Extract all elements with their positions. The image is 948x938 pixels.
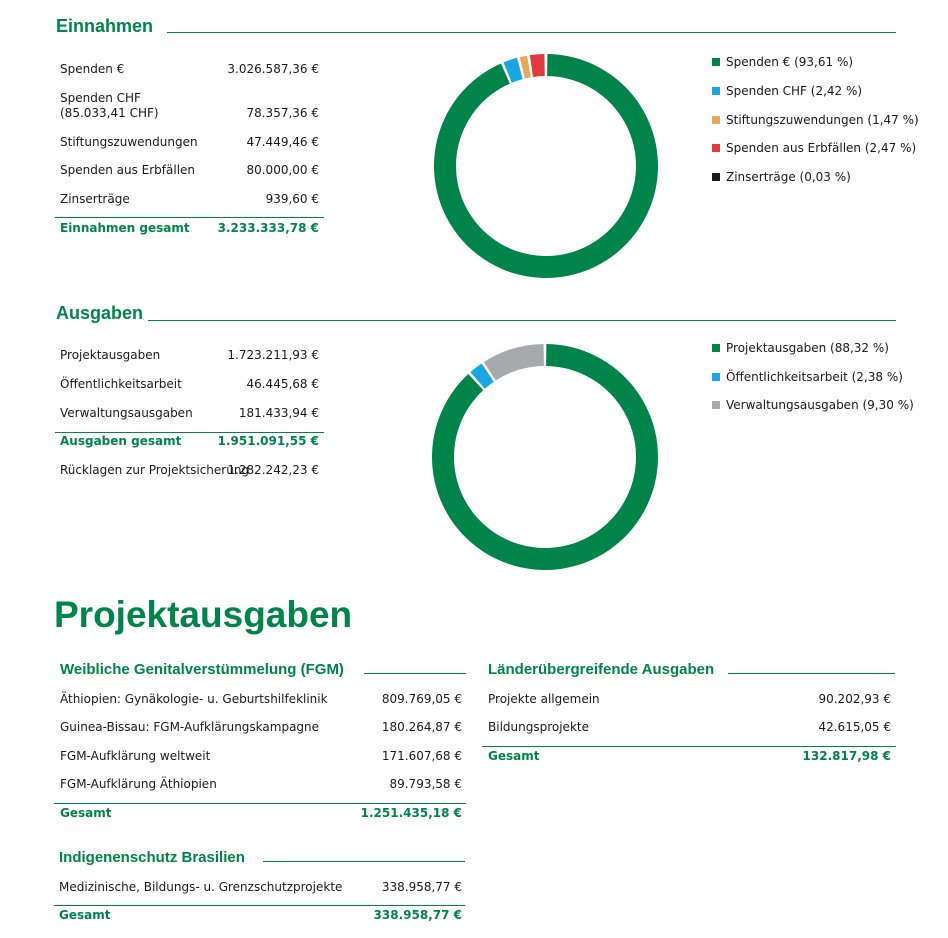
indigenous-total-value: 338.958,77 € xyxy=(373,908,462,922)
cross-section-title: Länderübergreifende Ausgaben xyxy=(488,661,715,678)
income-legend-item: Spenden aus Erbfällen (2,47 %) xyxy=(712,141,916,155)
income-row-value: 47.449,46 € xyxy=(246,135,319,149)
income-row-value: 80.000,00 € xyxy=(246,163,319,177)
expenses-legend-item: Projektausgaben (88,32 %) xyxy=(712,341,889,355)
legend-swatch xyxy=(712,344,720,352)
donut-slice-projektausgaben xyxy=(432,344,658,570)
fgm-title-rule xyxy=(364,673,466,674)
indigenous-row-value: 338.958,77 € xyxy=(381,880,462,894)
income-total-label: Einnahmen gesamt xyxy=(60,221,190,235)
legend-swatch xyxy=(712,144,720,152)
expenses-total-rule xyxy=(55,432,324,433)
indigenous-title-rule xyxy=(263,861,465,862)
fgm-row-value: 89.793,58 € xyxy=(389,777,462,791)
legend-label: Zinserträge (0,03 %) xyxy=(726,170,851,184)
indigenous-total-rule xyxy=(54,905,465,906)
donut-slice-stiftungszuwendungen xyxy=(519,55,531,79)
fgm-total-value: 1.251.435,18 € xyxy=(360,806,462,820)
expenses-section-title: Ausgaben xyxy=(56,303,144,323)
legend-label: Spenden aus Erbfällen (2,47 %) xyxy=(726,141,917,155)
legend-swatch xyxy=(712,58,720,66)
cross-row-value: 90.202,93 € xyxy=(818,692,891,706)
income-row-label-sub: (85.033,41 CHF) xyxy=(60,106,159,120)
legend-swatch xyxy=(712,173,720,181)
fgm-row-value: 809.769,05 € xyxy=(381,692,462,706)
cross-row-value: 42.615,05 € xyxy=(818,720,891,734)
projects-title: Projektausgaben xyxy=(54,594,353,635)
legend-swatch xyxy=(712,87,720,95)
fgm-row-label: Guinea-Bissau: FGM-Aufklärungskampagne xyxy=(60,720,320,734)
expenses-total-label: Ausgaben gesamt xyxy=(60,434,182,448)
cross-total-label: Gesamt xyxy=(488,749,540,763)
fgm-row-label: FGM-Aufklärung weltweit xyxy=(60,749,211,763)
income-row-value: 3.026.587,36 € xyxy=(227,62,319,76)
income-section-title: Einnahmen xyxy=(56,16,154,36)
donut-slice-verwaltungsausgaben xyxy=(483,344,544,381)
expenses-row-label: Projektausgaben xyxy=(60,348,161,362)
income-legend-item: Stiftungszuwendungen (1,47 %) xyxy=(712,113,919,127)
reserves-label: Rücklagen zur Projektsicherung xyxy=(60,463,250,477)
legend-label: Spenden CHF (2,42 %) xyxy=(726,84,863,98)
expenses-row-label: Öffentlichkeitsarbeit xyxy=(60,377,182,391)
cross-row-label: Projekte allgemein xyxy=(488,692,600,706)
income-title-rule xyxy=(167,32,896,33)
income-total-value: 3.233.333,78 € xyxy=(217,221,319,235)
cross-row-label: Bildungsprojekte xyxy=(488,720,589,734)
cross-title-rule xyxy=(728,673,895,674)
reserves-value: 1.282.242,23 € xyxy=(227,463,319,477)
income-donut-chart xyxy=(434,54,658,278)
cross-total-rule xyxy=(482,746,896,747)
expenses-legend-item: Öffentlichkeitsarbeit (2,38 %) xyxy=(712,370,903,384)
income-row-value: 78.357,36 € xyxy=(246,106,319,120)
income-legend-item: Spenden CHF (2,42 %) xyxy=(712,84,862,98)
donut-slice-spenden- xyxy=(434,54,658,278)
cross-total-value: 132.817,98 € xyxy=(802,749,891,763)
legend-swatch xyxy=(712,373,720,381)
indigenous-section-title: Indigenenschutz Brasilien xyxy=(59,849,245,866)
expenses-donut-chart xyxy=(432,344,658,570)
donut-slice-spenden-chf xyxy=(503,57,523,83)
income-row-label: Spenden € xyxy=(60,62,125,76)
income-row-label: Spenden aus Erbfällen xyxy=(60,163,196,177)
expenses-total-value: 1.951.091,55 € xyxy=(217,434,319,448)
income-row-label: Spenden CHF xyxy=(60,91,141,105)
donut-slice-öffentlichkeitsarbeit xyxy=(470,363,494,389)
expenses-row-value: 181.433,94 € xyxy=(238,406,319,420)
fgm-row-label: Äthiopien: Gynäkologie- u. Geburtshilfek… xyxy=(60,692,328,706)
fgm-row-value: 180.264,87 € xyxy=(381,720,462,734)
income-row-label: Zinserträge xyxy=(60,192,130,206)
fgm-total-rule xyxy=(54,803,466,804)
legend-label: Spenden € (93,61 %) xyxy=(726,55,854,69)
indigenous-row-label: Medizinische, Bildungs- u. Grenzschutzpr… xyxy=(59,880,343,894)
fgm-row-value: 171.607,68 € xyxy=(381,749,462,763)
fgm-row-label: FGM-Aufklärung Äthiopien xyxy=(60,777,217,791)
expenses-legend-item: Verwaltungsausgaben (9,30 %) xyxy=(712,398,914,412)
expenses-row-value: 1.723.211,93 € xyxy=(227,348,319,362)
income-legend-item: Spenden € (93,61 %) xyxy=(712,55,853,69)
legend-label: Verwaltungsausgaben (9,30 %) xyxy=(726,398,914,412)
expenses-row-value: 46.445,68 € xyxy=(246,377,319,391)
expenses-title-rule xyxy=(148,320,896,321)
income-total-rule xyxy=(55,217,324,218)
legend-label: Stiftungszuwendungen (1,47 %) xyxy=(726,113,919,127)
fgm-total-label: Gesamt xyxy=(60,806,112,820)
indigenous-total-label: Gesamt xyxy=(59,908,111,922)
legend-swatch xyxy=(712,116,720,124)
income-row-value: 939,60 € xyxy=(265,192,319,206)
expenses-row-label: Verwaltungsausgaben xyxy=(60,406,193,420)
fgm-section-title: Weibliche Genitalverstümmelung (FGM) xyxy=(60,661,344,678)
legend-swatch xyxy=(712,401,720,409)
legend-label: Öffentlichkeitsarbeit (2,38 %) xyxy=(726,370,903,384)
income-row-label: Stiftungszuwendungen xyxy=(60,135,198,149)
income-legend-item: Zinserträge (0,03 %) xyxy=(712,170,851,184)
donut-slice-spenden-aus-erbfällen xyxy=(529,54,545,77)
legend-label: Projektausgaben (88,32 %) xyxy=(726,341,889,355)
